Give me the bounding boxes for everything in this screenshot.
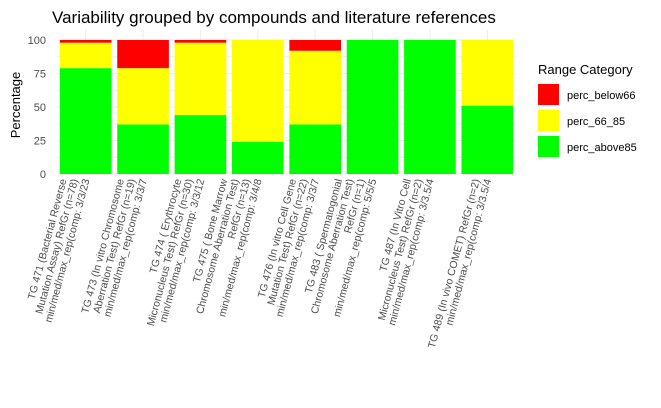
y-tick-label: 100 bbox=[28, 35, 46, 47]
bar-segment-perc_below66 bbox=[289, 40, 342, 51]
legend-swatch-perc_66_85 bbox=[538, 110, 559, 131]
chart-title: Variability grouped by compounds and lit… bbox=[52, 8, 496, 27]
bar-segment-perc_above85 bbox=[231, 141, 284, 174]
bar-segment-perc_above85 bbox=[174, 115, 227, 174]
bar-segment-perc_above85 bbox=[117, 124, 169, 174]
y-axis-ticks: 0 25 50 75 100 bbox=[28, 35, 46, 181]
bar-segment-perc_66_85 bbox=[461, 40, 514, 106]
bar-segment-perc_66_85 bbox=[117, 68, 169, 125]
y-tick-label: 75 bbox=[34, 69, 46, 81]
bar-segment-perc_66_85 bbox=[289, 50, 342, 125]
bar-segment-perc_above85 bbox=[346, 40, 399, 174]
bar-segment-perc_above85 bbox=[461, 105, 514, 174]
legend-title: Range Category bbox=[538, 62, 633, 77]
bars bbox=[59, 40, 514, 174]
bar-segment-perc_66_85 bbox=[231, 40, 284, 142]
legend-label-perc_above85: perc_above85 bbox=[567, 142, 637, 154]
legend-swatch-perc_above85 bbox=[538, 136, 559, 157]
y-axis-title: Percentage bbox=[8, 72, 23, 139]
y-tick-label: 25 bbox=[34, 136, 46, 148]
legend-label-perc_66_85: perc_66_85 bbox=[567, 116, 625, 128]
bar-segment-perc_above85 bbox=[59, 68, 112, 174]
bar-segment-perc_66_85 bbox=[174, 42, 227, 116]
bar-segment-perc_above85 bbox=[404, 40, 456, 174]
y-tick-label: 50 bbox=[34, 102, 46, 114]
bar-segment-perc_below66 bbox=[174, 40, 227, 43]
bar-segment-perc_66_85 bbox=[59, 42, 112, 69]
legend-label-perc_below66: perc_below66 bbox=[567, 90, 636, 102]
bar-segment-perc_above85 bbox=[289, 124, 342, 174]
legend: Range Category perc_below66 perc_66_85per… bbox=[538, 62, 637, 157]
legend-swatch-perc_below66 bbox=[538, 84, 559, 105]
bar-segment-perc_below66 bbox=[59, 40, 112, 43]
y-tick-label: 0 bbox=[40, 169, 46, 181]
bar-segment-perc_below66 bbox=[117, 40, 169, 69]
